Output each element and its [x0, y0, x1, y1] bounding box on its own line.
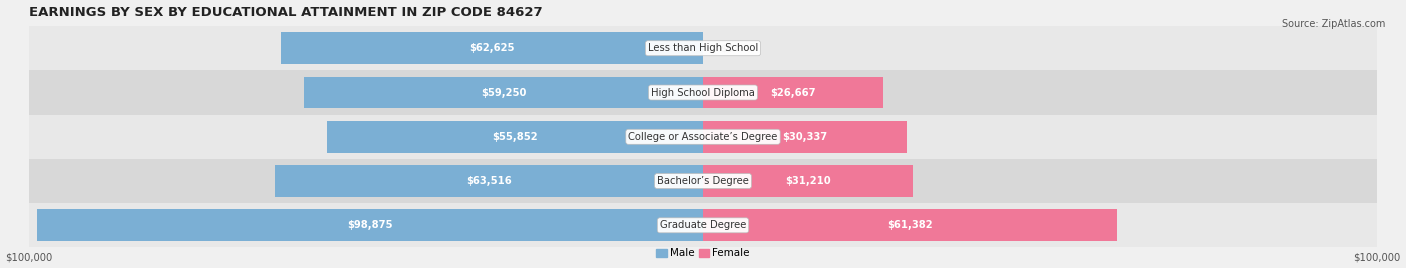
Text: EARNINGS BY SEX BY EDUCATIONAL ATTAINMENT IN ZIP CODE 84627: EARNINGS BY SEX BY EDUCATIONAL ATTAINMEN… [30, 6, 543, 18]
Bar [326, 121, 703, 153]
Text: $30,337: $30,337 [783, 132, 828, 142]
Bar [703, 77, 883, 109]
Text: High School Diploma: High School Diploma [651, 88, 755, 98]
Text: $0: $0 [720, 43, 733, 53]
Bar [30, 203, 1376, 247]
Text: $55,852: $55,852 [492, 132, 537, 142]
Text: Bachelor’s Degree: Bachelor’s Degree [657, 176, 749, 186]
Bar [703, 209, 1116, 241]
Bar [703, 165, 914, 197]
Text: College or Associate’s Degree: College or Associate’s Degree [628, 132, 778, 142]
Text: $62,625: $62,625 [470, 43, 515, 53]
Text: Source: ZipAtlas.com: Source: ZipAtlas.com [1281, 19, 1385, 29]
Bar [30, 26, 1376, 70]
Text: $59,250: $59,250 [481, 88, 526, 98]
Bar [281, 32, 703, 64]
Text: $61,382: $61,382 [887, 220, 932, 230]
Text: $31,210: $31,210 [786, 176, 831, 186]
Text: $26,667: $26,667 [770, 88, 815, 98]
Text: Graduate Degree: Graduate Degree [659, 220, 747, 230]
Bar [30, 70, 1376, 115]
Bar [276, 165, 703, 197]
Text: Less than High School: Less than High School [648, 43, 758, 53]
Bar [30, 159, 1376, 203]
Text: $98,875: $98,875 [347, 220, 392, 230]
Legend: Male, Female: Male, Female [652, 244, 754, 263]
Bar [703, 121, 907, 153]
Bar [37, 209, 703, 241]
Text: $63,516: $63,516 [467, 176, 512, 186]
Bar [304, 77, 703, 109]
Bar [30, 115, 1376, 159]
